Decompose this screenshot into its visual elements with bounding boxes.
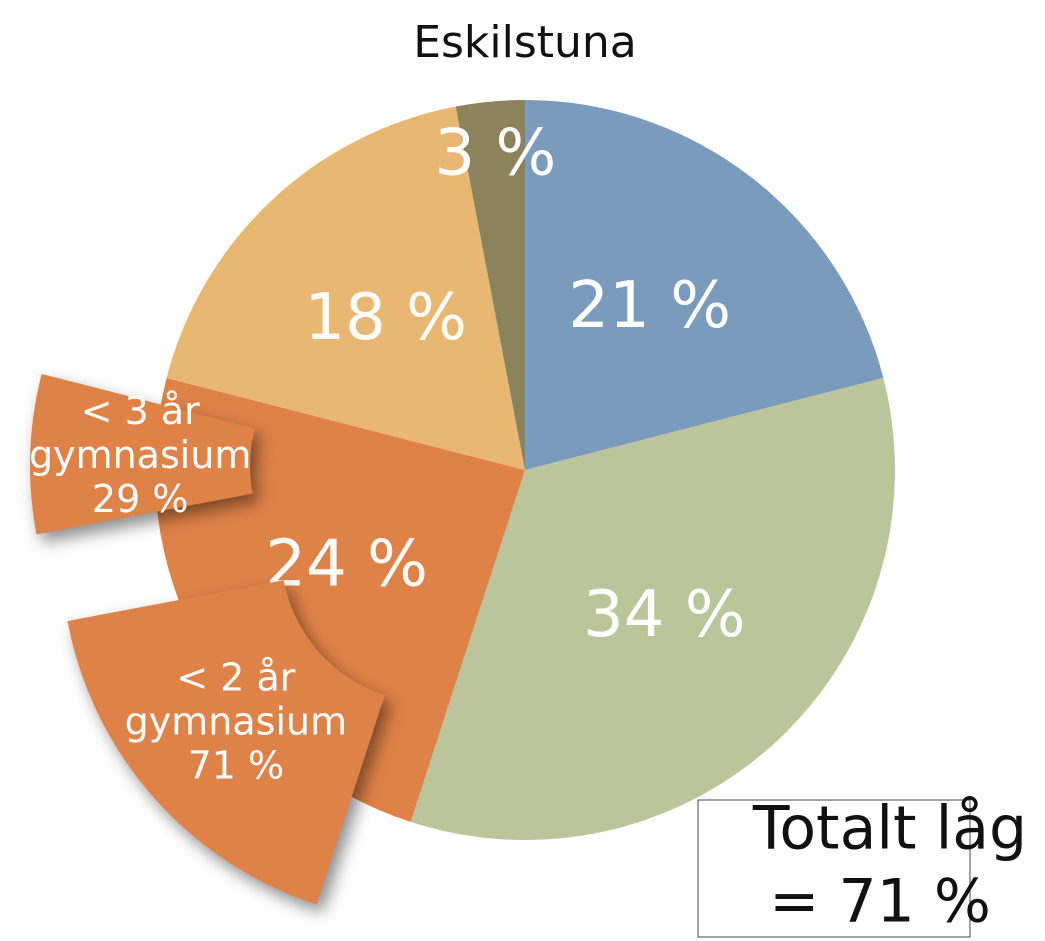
- breakdown-value: 71 %: [188, 744, 285, 788]
- breakdown-value: 29 %: [92, 477, 189, 521]
- data-label: 18 %: [304, 281, 467, 355]
- annotation: = 71 %: [769, 867, 991, 937]
- data-label: 3 %: [434, 116, 556, 190]
- breakdown-label: gymnasium: [29, 433, 251, 477]
- annotation-box: [697, 799, 971, 938]
- pie-slice: [525, 100, 884, 470]
- pie-slice: [455, 100, 525, 470]
- pie-slice: [166, 106, 525, 471]
- chart-title: Eskilstuna: [413, 17, 637, 68]
- breakdown-wedge: [67, 580, 385, 905]
- annotation: Totalt låg: [752, 794, 1027, 864]
- data-label: 34 %: [583, 578, 746, 652]
- breakdown-label: < 2 år: [176, 656, 295, 700]
- breakdown-wedge: [30, 373, 255, 535]
- data-label: 24 %: [265, 528, 428, 602]
- breakdown-label: < 3 år: [81, 389, 200, 433]
- data-label: 21 %: [568, 269, 731, 343]
- pie-slice: [410, 377, 895, 841]
- breakdown-label: gymnasium: [125, 700, 347, 744]
